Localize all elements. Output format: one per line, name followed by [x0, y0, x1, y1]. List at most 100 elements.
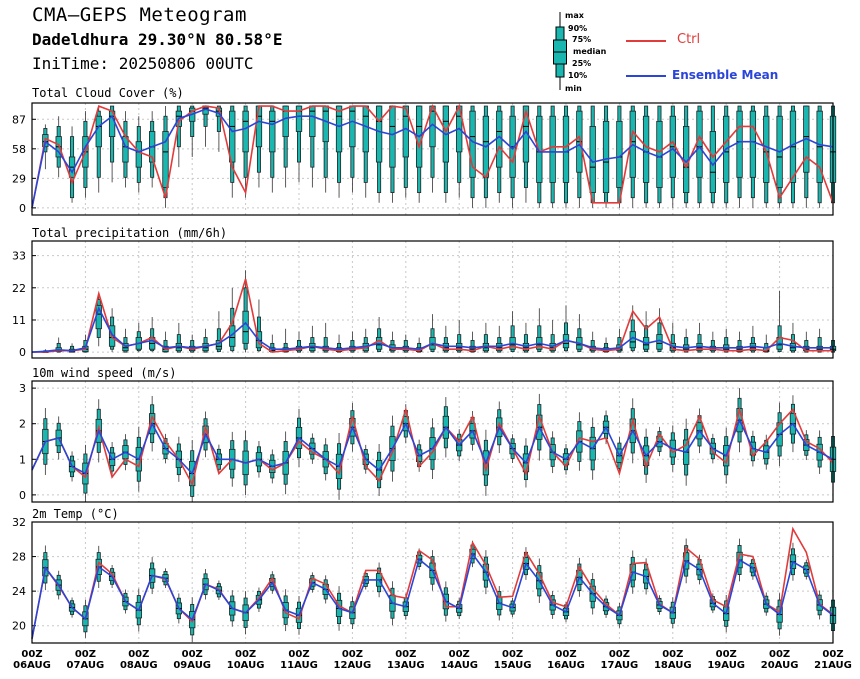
x-tick-label-time: 00Z	[609, 649, 630, 660]
x-tick-label-date: 08AUG	[120, 660, 158, 671]
box-10-90	[216, 105, 221, 132]
x-tick-label-date: 16AUG	[547, 660, 585, 671]
box-25-75	[656, 120, 663, 188]
x-tick-label-date: 11AUG	[280, 660, 318, 671]
panel-1: Total Cloud Cover (%) 0 29 58 87	[12, 86, 837, 216]
panel-title: Total precipitation (mm/6h)	[32, 226, 227, 240]
x-tick-label-time: 00Z	[128, 649, 149, 660]
panel-frame	[31, 240, 834, 359]
box-25-75	[242, 110, 249, 153]
box-25-75	[349, 105, 356, 148]
box-25-75	[549, 115, 556, 183]
x-tick-label-date: 14AUG	[440, 660, 478, 671]
box-25-75	[229, 110, 236, 163]
legend-mean-label: Ensemble Mean	[672, 68, 779, 82]
legend-p25-label: 25%	[572, 59, 592, 68]
x-tick-label-date: 09AUG	[173, 660, 211, 671]
y-tick-label: 1	[19, 453, 26, 466]
box-25-75	[282, 105, 289, 137]
box-25-75	[362, 105, 369, 153]
x-tick-label-time: 00Z	[662, 649, 683, 660]
y-tick-label: 20	[12, 620, 26, 633]
y-tick-label: 87	[12, 113, 26, 126]
x-tick-label-date: 12AUG	[334, 660, 372, 671]
box-25-75	[763, 115, 770, 183]
legend-mean-swatch	[626, 75, 666, 77]
box-25-75	[469, 110, 476, 178]
legend-p10-label: 10%	[568, 71, 588, 80]
location-label: Dadeldhura 29.30°N 80.58°E	[32, 30, 283, 49]
x-tick-label-time: 00Z	[288, 649, 309, 660]
box-10-90	[323, 337, 328, 353]
x-tick-label-time: 00Z	[21, 649, 42, 660]
x-tick-label-date: 07AUG	[67, 660, 105, 671]
box-25-75	[242, 310, 249, 344]
box-25-75	[389, 105, 396, 168]
panel-title: 10m wind speed (m/s)	[32, 366, 177, 380]
y-tick-label: 11	[12, 314, 26, 327]
y-tick-label: 0	[19, 346, 26, 359]
chart-title: CMA—GEPS Meteogram	[32, 4, 247, 26]
box-10-90	[817, 337, 822, 353]
box-25-75	[295, 105, 303, 132]
ctrl-series-line	[31, 406, 834, 487]
panel-frame	[31, 380, 834, 503]
x-tick-label-time: 00Z	[235, 649, 256, 660]
x-tick-label-time: 00Z	[342, 649, 363, 660]
box-25-75	[375, 105, 383, 163]
panel-title: Total Cloud Cover (%)	[32, 86, 184, 100]
x-tick-label-time: 00Z	[769, 649, 790, 660]
x-tick-label-time: 00Z	[449, 649, 470, 660]
panel-2: Total precipitation (mm/6h) 0 11 22 33	[12, 226, 837, 359]
box-25-75	[269, 110, 276, 153]
legend-ctrl-swatch	[626, 40, 666, 42]
x-tick-label-date: 15AUG	[494, 660, 532, 671]
box-25-75	[135, 141, 142, 168]
box-25-75	[749, 110, 757, 178]
y-tick-label: 24	[12, 585, 26, 598]
y-tick-label: 32	[12, 516, 26, 529]
legend-ctrl-label: Ctrl	[677, 32, 701, 47]
box-25-75	[402, 105, 409, 158]
box-25-75	[215, 340, 223, 350]
y-tick-label: 28	[12, 551, 26, 564]
y-tick-label: 3	[19, 382, 26, 395]
y-tick-label: 0	[19, 489, 26, 502]
y-tick-label: 33	[12, 250, 26, 263]
x-tick-label-time: 00Z	[502, 649, 523, 660]
box-25-75	[736, 110, 743, 178]
y-tick-label: 2	[19, 418, 26, 431]
x-tick-label-time: 00Z	[182, 649, 203, 660]
x-tick-label-date: 10AUG	[227, 660, 265, 671]
x-tick-label-date: 20AUG	[761, 660, 799, 671]
box-25-75	[162, 131, 169, 188]
y-tick-label: 22	[12, 282, 26, 295]
x-tick-label-date: 13AUG	[387, 660, 425, 671]
legend-p75-label: 75%	[572, 35, 592, 44]
legend-min-label: min	[565, 84, 582, 93]
ensemble-mean-line	[31, 108, 834, 209]
legend-median-label: median	[573, 47, 607, 56]
panel-frame	[31, 521, 834, 644]
ensemble-mean-line	[31, 306, 833, 353]
x-tick-label-date: 18AUG	[654, 660, 692, 671]
ensemble-mean-line	[31, 552, 834, 639]
box-25-75	[95, 115, 102, 148]
boxplot-legend-glyph	[553, 12, 567, 90]
x-tick-label-date: 06AUG	[13, 660, 51, 671]
legend-max-label: max	[565, 11, 584, 20]
x-tick-label-time: 00Z	[822, 649, 843, 660]
x-axis-labels: 00Z06AUG00Z07AUG00Z08AUG00Z09AUG00Z10AUG…	[13, 649, 852, 671]
box-25-75	[602, 120, 610, 193]
box-25-75	[309, 105, 316, 137]
x-tick-label-date: 21AUG	[814, 660, 852, 671]
x-tick-label-time: 00Z	[716, 649, 737, 660]
y-tick-label: 0	[19, 202, 26, 215]
legend-p90-label: 90%	[568, 24, 588, 33]
box-25-75	[255, 105, 263, 148]
x-tick-label-time: 00Z	[555, 649, 576, 660]
x-tick-label-time: 00Z	[75, 649, 96, 660]
panel-frame	[31, 102, 834, 216]
panel-4: 2m Temp (°C) 20 24 28 32	[12, 507, 837, 644]
